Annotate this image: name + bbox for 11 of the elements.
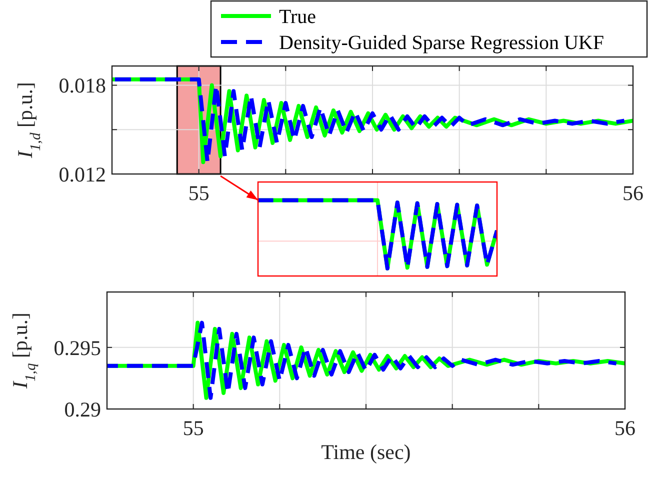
y-tick-label: 0.018 — [58, 74, 106, 98]
legend-label: True — [279, 6, 316, 28]
x-tick-label: 56 — [614, 416, 636, 440]
y-tick-label: 0.295 — [54, 336, 101, 360]
x-tick-label: 55 — [182, 416, 204, 440]
x-axis-title: Time (sec) — [321, 440, 411, 464]
y-tick-label: 0.29 — [64, 397, 101, 422]
x-tick-label: 55 — [188, 181, 210, 205]
x-tick-label: 56 — [622, 181, 644, 205]
legend-label: Density-Guided Sparse Regression UKF — [279, 32, 604, 54]
y-tick-label: 0.012 — [58, 162, 106, 186]
